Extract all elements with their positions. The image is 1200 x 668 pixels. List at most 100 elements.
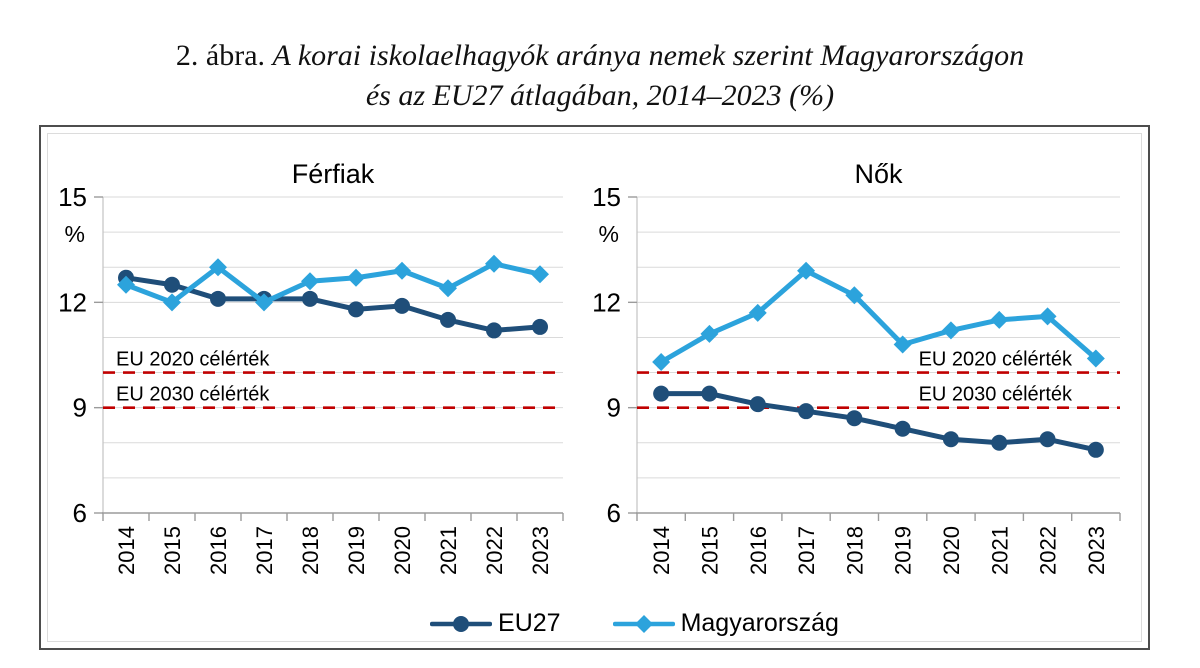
data-point-marker <box>163 293 181 312</box>
data-point-marker <box>1039 431 1056 448</box>
chart-legend: EU27 Magyarország <box>41 609 1148 638</box>
data-point-marker <box>846 410 863 427</box>
data-point-marker <box>348 301 364 318</box>
target-label: EU 2020 célérték <box>919 349 1073 371</box>
panel-nok: 6 9 12 15% 2014 2015 2016 2017 2018 2019 2020 2021 2… <box>592 159 1121 575</box>
figure-caption-line1: 2. ábra. A korai iskolaelhagyók aránya n… <box>0 36 1200 76</box>
data-point-marker <box>394 297 410 314</box>
x-axis-label: 2022 <box>1036 526 1061 575</box>
data-point-marker <box>701 385 718 402</box>
x-axis-label: 2016 <box>746 526 771 575</box>
legend-item-eu27: EU27 <box>430 609 561 638</box>
series-line <box>658 391 1099 453</box>
chart-frame: 6 9 12 15% 2014 2015 2016 2017 2018 2019 2020 2021 2… <box>39 125 1150 650</box>
data-point-marker <box>209 258 227 277</box>
x-axis-label: 2023 <box>1084 526 1109 575</box>
series-line <box>123 275 543 333</box>
data-point-marker <box>486 322 502 339</box>
figure-caption-text2: és az EU27 átlagában, 2014–2023 (%) <box>365 79 835 112</box>
figure-caption-text1: A korai iskolaelhagyók aránya nemek szer… <box>272 39 1025 72</box>
data-point-marker <box>210 290 226 307</box>
data-point-marker <box>748 303 767 322</box>
data-point-marker <box>532 318 548 335</box>
data-point-marker <box>439 279 457 298</box>
target-label: EU 2020 célérték <box>116 349 270 371</box>
x-axis-label: 2020 <box>939 526 964 575</box>
data-point-marker <box>531 265 549 284</box>
series-line <box>658 268 1099 365</box>
y-axis-label: 6 <box>607 498 621 528</box>
data-point-marker <box>991 434 1008 451</box>
y-axis-label: 9 <box>607 393 621 423</box>
data-point-marker <box>255 293 273 312</box>
series-eu27 <box>653 385 1104 458</box>
data-point-marker <box>117 275 135 294</box>
data-point-marker <box>894 420 911 437</box>
y-axis-label: 9 <box>73 393 87 423</box>
data-point-marker <box>164 276 180 293</box>
x-axis-label: 2020 <box>390 526 415 575</box>
data-point-marker <box>797 261 816 280</box>
magyarorszag-line-diamond-marker-icon <box>612 614 675 633</box>
x-axis-label: 2017 <box>794 526 819 575</box>
x-axis-label: 2014 <box>114 526 139 575</box>
data-point-marker <box>302 290 318 307</box>
target-label: EU 2030 célérték <box>116 384 270 406</box>
x-axis-label: 2023 <box>528 526 553 575</box>
eu27-line-circle-marker-icon <box>430 615 493 632</box>
x-axis-label: 2021 <box>436 526 461 575</box>
data-point-marker <box>942 431 959 448</box>
percent-label: % <box>599 221 619 247</box>
legend-diamond-icon <box>634 614 653 633</box>
data-point-marker <box>700 324 719 343</box>
data-point-marker <box>941 321 960 340</box>
x-axis-label: 2018 <box>298 526 323 575</box>
series-line <box>123 261 543 305</box>
y-axis-label: 12 <box>592 287 621 317</box>
data-point-marker <box>1087 441 1104 458</box>
panel-ferfiak: 6 9 12 15% 2014 2015 2016 2017 2018 2019 2020 2021 2… <box>58 159 564 575</box>
data-point-marker <box>440 311 456 328</box>
data-point-marker <box>798 403 815 420</box>
data-point-marker <box>749 396 766 413</box>
target-label: EU 2030 célérték <box>919 384 1073 406</box>
series-magyarorszag <box>117 254 549 312</box>
x-axis-label: 2015 <box>160 526 185 575</box>
x-axis-label: 2022 <box>482 526 507 575</box>
x-axis-label: 2019 <box>344 526 369 575</box>
data-point-marker <box>301 272 319 291</box>
x-axis-label: 2014 <box>649 526 674 575</box>
legend-item-magyarorszag: Magyarország <box>612 609 839 638</box>
y-axis-label: 6 <box>73 498 87 528</box>
x-axis-label: 2016 <box>206 526 231 575</box>
data-point-marker <box>990 310 1009 329</box>
legend-circle-icon <box>453 615 470 632</box>
data-point-marker <box>1086 349 1105 368</box>
panel-title: Nők <box>854 159 903 189</box>
legend-label-eu27: EU27 <box>498 609 561 637</box>
percent-label: % <box>65 221 85 247</box>
x-axis-label: 2019 <box>891 526 916 575</box>
data-point-marker <box>393 261 411 280</box>
y-axis-label: 15 <box>592 182 621 212</box>
x-axis-label: 2018 <box>842 526 867 575</box>
y-axis-label: 12 <box>58 287 87 317</box>
x-axis-label: 2017 <box>252 526 277 575</box>
figure-caption-line2: és az EU27 átlagában, 2014–2023 (%) <box>0 76 1200 116</box>
series-magyarorszag <box>652 261 1105 372</box>
figure-caption: 2. ábra. A korai iskolaelhagyók aránya n… <box>0 36 1200 116</box>
data-point-marker <box>893 335 912 354</box>
data-point-marker <box>347 268 365 287</box>
legend-label-magyarorszag: Magyarország <box>680 609 839 637</box>
x-axis-label: 2021 <box>987 526 1012 575</box>
data-point-marker <box>652 353 671 372</box>
data-point-marker <box>653 385 670 402</box>
y-axis-label: 15 <box>58 182 87 212</box>
chart-canvas: 6 9 12 15% 2014 2015 2016 2017 2018 2019 2020 2021 2… <box>58 159 1121 575</box>
data-point-marker <box>485 254 503 273</box>
figure-number: 2. ábra. <box>175 39 266 72</box>
data-point-marker <box>845 286 864 305</box>
data-point-marker <box>1038 307 1057 326</box>
panel-title: Férfiak <box>292 159 375 189</box>
x-axis-label: 2015 <box>697 526 722 575</box>
